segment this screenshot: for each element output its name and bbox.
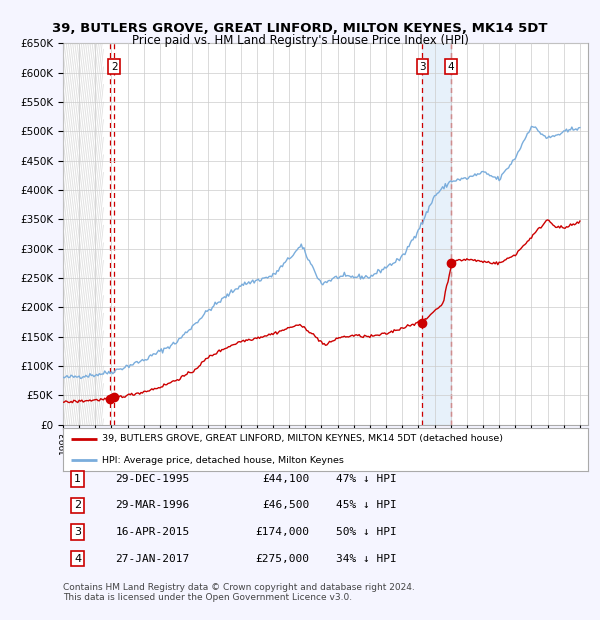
Bar <box>63 43 103 425</box>
Text: 3: 3 <box>74 527 81 537</box>
Text: 47% ↓ HPI: 47% ↓ HPI <box>336 474 397 484</box>
Text: 50% ↓ HPI: 50% ↓ HPI <box>336 527 397 537</box>
Text: HPI: Average price, detached house, Milton Keynes: HPI: Average price, detached house, Milt… <box>103 456 344 465</box>
Text: Contains HM Land Registry data © Crown copyright and database right 2024.: Contains HM Land Registry data © Crown c… <box>63 583 415 592</box>
Bar <box>422 43 451 425</box>
Text: 2: 2 <box>111 62 118 72</box>
Text: £46,500: £46,500 <box>263 500 310 510</box>
Text: 2: 2 <box>74 500 81 510</box>
Text: Price paid vs. HM Land Registry's House Price Index (HPI): Price paid vs. HM Land Registry's House … <box>131 34 469 47</box>
Text: £275,000: £275,000 <box>256 554 310 564</box>
Text: £174,000: £174,000 <box>256 527 310 537</box>
Text: 45% ↓ HPI: 45% ↓ HPI <box>336 500 397 510</box>
Text: This data is licensed under the Open Government Licence v3.0.: This data is licensed under the Open Gov… <box>63 593 352 602</box>
Text: 29-DEC-1995: 29-DEC-1995 <box>115 474 190 484</box>
Text: £44,100: £44,100 <box>263 474 310 484</box>
Text: 16-APR-2015: 16-APR-2015 <box>115 527 190 537</box>
Text: 29-MAR-1996: 29-MAR-1996 <box>115 500 190 510</box>
Text: 4: 4 <box>74 554 81 564</box>
Text: 1: 1 <box>74 474 81 484</box>
Text: 34% ↓ HPI: 34% ↓ HPI <box>336 554 397 564</box>
Text: 39, BUTLERS GROVE, GREAT LINFORD, MILTON KEYNES, MK14 5DT: 39, BUTLERS GROVE, GREAT LINFORD, MILTON… <box>52 22 548 35</box>
Text: 4: 4 <box>448 62 454 72</box>
Text: 27-JAN-2017: 27-JAN-2017 <box>115 554 190 564</box>
Text: 3: 3 <box>419 62 426 72</box>
Text: 39, BUTLERS GROVE, GREAT LINFORD, MILTON KEYNES, MK14 5DT (detached house): 39, BUTLERS GROVE, GREAT LINFORD, MILTON… <box>103 434 503 443</box>
